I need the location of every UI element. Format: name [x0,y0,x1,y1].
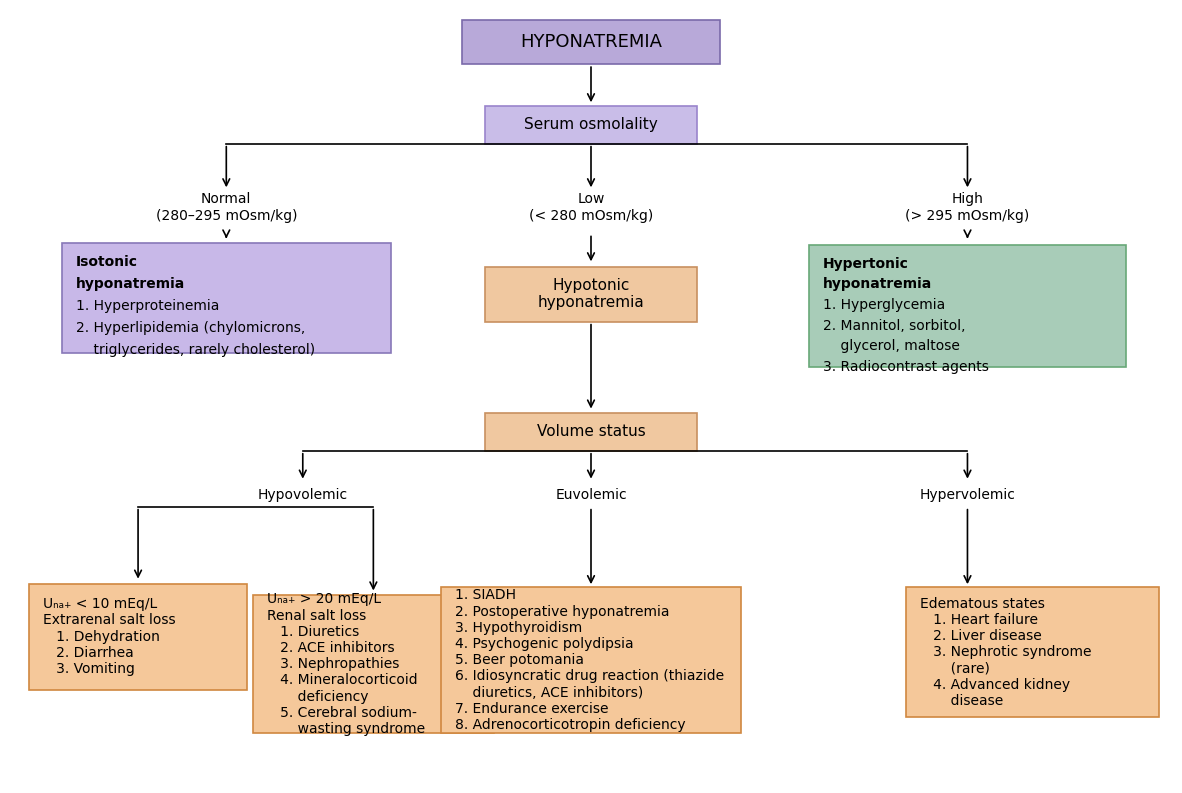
FancyBboxPatch shape [30,584,247,690]
Text: Low
(< 280 mOsm/kg): Low (< 280 mOsm/kg) [528,193,654,223]
Text: Volume status: Volume status [537,424,645,439]
Text: 3. Radiocontrast agents: 3. Radiocontrast agents [823,360,988,374]
Text: 1. Hyperglycemia: 1. Hyperglycemia [823,298,946,312]
Text: Uₙₐ₊ > 20 mEq/L
Renal salt loss
   1. Diuretics
   2. ACE inhibitors
   3. Nephr: Uₙₐ₊ > 20 mEq/L Renal salt loss 1. Diure… [267,592,426,736]
Text: Hypervolemic: Hypervolemic [920,488,1015,502]
Text: 2. Mannitol, sorbitol,: 2. Mannitol, sorbitol, [823,319,966,333]
Text: 1. SIADH
2. Postoperative hyponatremia
3. Hypothyroidism
4. Psychogenic polydips: 1. SIADH 2. Postoperative hyponatremia 3… [455,588,725,732]
FancyBboxPatch shape [485,266,697,322]
Text: Serum osmolality: Serum osmolality [524,117,658,132]
Text: hyponatremia: hyponatremia [823,278,933,291]
Text: Hypovolemic: Hypovolemic [258,488,348,502]
Text: Isotonic: Isotonic [76,255,138,269]
Text: Normal
(280–295 mOsm/kg): Normal (280–295 mOsm/kg) [156,193,297,223]
FancyBboxPatch shape [61,243,391,353]
Text: 2. Hyperlipidemia (chylomicrons,: 2. Hyperlipidemia (chylomicrons, [76,321,305,335]
FancyBboxPatch shape [905,588,1158,718]
Text: Hypertonic: Hypertonic [823,257,909,270]
Text: glycerol, maltose: glycerol, maltose [823,339,960,354]
FancyBboxPatch shape [462,21,720,63]
Text: HYPONATREMIA: HYPONATREMIA [520,33,662,52]
FancyBboxPatch shape [808,245,1126,367]
Text: Hypotonic
hyponatremia: Hypotonic hyponatremia [538,278,644,310]
Text: Uₙₐ₊ < 10 mEq/L
Extrarenal salt loss
   1. Dehydration
   2. Diarrhea
   3. Vomi: Uₙₐ₊ < 10 mEq/L Extrarenal salt loss 1. … [44,597,176,676]
Text: High
(> 295 mOsm/kg): High (> 295 mOsm/kg) [905,193,1030,223]
FancyBboxPatch shape [485,413,697,451]
FancyBboxPatch shape [441,588,741,734]
Text: hyponatremia: hyponatremia [76,277,184,291]
Text: triglycerides, rarely cholesterol): triglycerides, rarely cholesterol) [76,343,314,357]
Text: Edematous states
   1. Heart failure
   2. Liver disease
   3. Nephrotic syndrom: Edematous states 1. Heart failure 2. Liv… [920,597,1091,708]
Text: Euvolemic: Euvolemic [556,488,626,502]
Text: 1. Hyperproteinemia: 1. Hyperproteinemia [76,299,219,313]
FancyBboxPatch shape [253,596,494,734]
FancyBboxPatch shape [485,106,697,144]
